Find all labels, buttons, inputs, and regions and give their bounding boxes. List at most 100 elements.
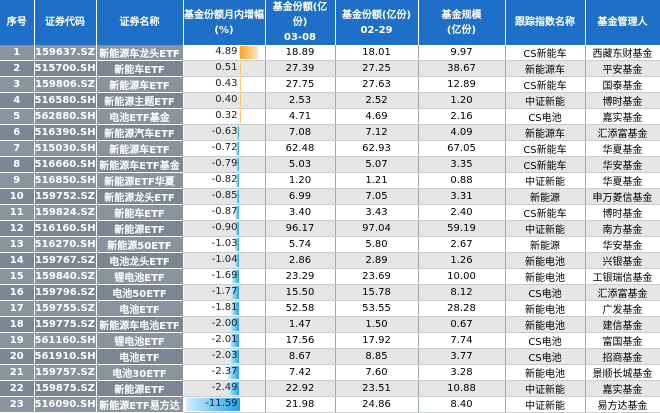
change-data-bar xyxy=(239,62,242,76)
change-value: -0.82 xyxy=(211,174,238,186)
fund-scale: 10.00 xyxy=(418,268,506,286)
table-row: 7 515030.SH 新能源车ETF -0.72 62.48 62.93 67.05 CS新… xyxy=(0,140,660,158)
table-row: 14 159767.SZ 电池龙头ETF -1.04 2.86 2.89 1.26 新能电池兴… xyxy=(0,252,660,270)
change-cell: -2.37 xyxy=(183,364,266,382)
fund-scale: 67.05 xyxy=(418,140,506,158)
shares-0308: 96.17 xyxy=(265,220,336,238)
change-value: -0.79 xyxy=(211,158,238,170)
change-cell: -2.00 xyxy=(183,316,266,334)
change-cell: -1.81 xyxy=(183,300,266,318)
change-cell: -0.90 xyxy=(183,220,266,238)
fund-manager: 富国基金 xyxy=(585,332,660,350)
tracking-index: 新能电池 xyxy=(505,316,586,334)
shares-0308: 4.71 xyxy=(265,108,336,126)
change-value: -1.69 xyxy=(211,270,238,282)
shares-0308: 1.47 xyxy=(265,316,336,334)
tracking-index: CS电池 xyxy=(505,284,586,302)
table-row: 8 516660.SH 新能源车ETF基金 -0.79 5.03 5.07 3.35 CS新能… xyxy=(0,156,660,174)
security-code: 159767.SZ xyxy=(34,252,97,270)
shares-0229: 24.86 xyxy=(335,396,419,413)
change-data-bar xyxy=(234,238,240,252)
security-code: 561910.SH xyxy=(34,348,97,366)
shares-0229: 7.12 xyxy=(335,124,419,142)
security-name: 新能源车ETF基金 xyxy=(96,156,184,174)
header-shares-0229-label: 基金份额(亿份) xyxy=(341,9,412,21)
shares-0308: 7.42 xyxy=(265,364,336,382)
security-code: 159840.SZ xyxy=(34,268,97,286)
header-shares-0308: 基金份额(亿份) 03-08 xyxy=(265,0,336,45)
shares-0308: 6.99 xyxy=(265,188,336,206)
change-value: 0.40 xyxy=(215,94,238,106)
tracking-index: 新能电池 xyxy=(505,268,586,286)
security-code: 159796.SZ xyxy=(34,284,97,302)
table-row: 23 516090.SH 新能源ETF易方达 -11.59 21.98 24.86 8.40… xyxy=(0,396,660,413)
fund-manager: 南方基金 xyxy=(585,220,660,238)
fund-scale: 3.77 xyxy=(418,348,506,366)
tracking-index: CS新能车 xyxy=(505,140,586,158)
security-code: 159806.SZ xyxy=(34,76,97,94)
change-cell: -11.59 xyxy=(183,396,266,413)
security-name: 新能源ETF华夏 xyxy=(96,172,184,190)
security-name: 新能源龙头ETF xyxy=(96,188,184,206)
change-value: 4.89 xyxy=(215,46,238,57)
security-code: 515700.SH xyxy=(34,60,97,78)
header-code: 证券代码 xyxy=(34,0,97,45)
change-data-bar xyxy=(235,222,240,236)
tracking-index: 中证新能 xyxy=(505,172,586,190)
table-row: 1 159637.SZ 新能源车龙头ETF 4.89 18.89 18.01 9.97 CS新… xyxy=(0,45,660,62)
tracking-index: 中证新能 xyxy=(505,220,586,238)
fund-scale: 59.19 xyxy=(418,220,506,238)
change-cell: -0.82 xyxy=(183,172,266,190)
tracking-index: CS新能车 xyxy=(505,204,586,222)
row-number: 8 xyxy=(0,156,35,174)
tracking-index: 中证新能 xyxy=(505,396,586,413)
tracking-index: 新能电池 xyxy=(505,364,586,382)
change-data-bar xyxy=(231,270,240,284)
row-number: 14 xyxy=(0,252,35,270)
fund-scale: 3.28 xyxy=(418,364,506,382)
shares-0308: 2.86 xyxy=(265,252,336,270)
security-name: 电池ETF基金 xyxy=(96,108,184,126)
tracking-index: 新能源 xyxy=(505,236,586,254)
fund-scale: 0.67 xyxy=(418,316,506,334)
row-number: 18 xyxy=(0,316,35,334)
fund-manager: 易方达基金 xyxy=(585,396,660,413)
fund-manager: 汇添富基金 xyxy=(585,284,660,302)
change-data-bar xyxy=(236,126,240,140)
change-value: -1.04 xyxy=(211,254,238,266)
tracking-index: CS电池 xyxy=(505,108,586,126)
header-scale: 基金规模 (亿份) xyxy=(418,0,506,45)
change-data-bar xyxy=(235,174,240,188)
fund-manager: 西藏东财基金 xyxy=(585,45,660,62)
fund-scale: 8.12 xyxy=(418,284,506,302)
tracking-index: CS新能车 xyxy=(505,45,586,62)
security-code: 515030.SH xyxy=(34,140,97,158)
row-number: 12 xyxy=(0,220,35,238)
shares-0308: 18.89 xyxy=(265,45,336,62)
fund-manager: 华夏基金 xyxy=(585,172,660,190)
change-cell: 0.40 xyxy=(183,92,266,110)
change-value: -0.90 xyxy=(211,222,238,234)
fund-scale: 1.26 xyxy=(418,252,506,270)
fund-scale: 1.20 xyxy=(418,92,506,110)
change-cell: -0.72 xyxy=(183,140,266,158)
fund-manager: 华夏基金 xyxy=(585,140,660,158)
fund-manager: 建信基金 xyxy=(585,316,660,334)
table-row: 16 159796.SZ 电池50ETF -1.77 15.50 15.78 8.12 CS电… xyxy=(0,284,660,302)
change-data-bar xyxy=(230,334,240,348)
change-data-bar xyxy=(239,94,241,108)
tracking-index: CS电池 xyxy=(505,332,586,350)
row-number: 17 xyxy=(0,300,35,318)
security-name: 锂电池ETF xyxy=(96,332,184,350)
security-code: 159757.SZ xyxy=(34,364,97,382)
change-value: 0.51 xyxy=(215,62,238,74)
fund-scale: 12.89 xyxy=(418,76,506,94)
header-date-0229: 02-29 xyxy=(360,24,393,36)
change-cell: -2.49 xyxy=(183,380,266,398)
shares-0308: 27.75 xyxy=(265,76,336,94)
shares-0308: 21.98 xyxy=(265,396,336,413)
shares-0229: 23.69 xyxy=(335,268,419,286)
shares-0229: 23.51 xyxy=(335,380,419,398)
change-data-bar xyxy=(236,142,240,156)
